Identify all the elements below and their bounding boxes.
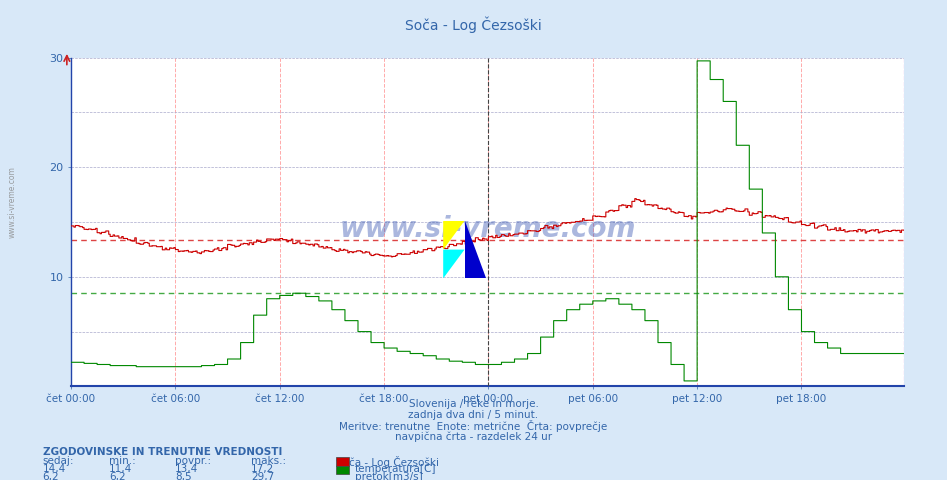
Text: www.si-vreme.com: www.si-vreme.com	[8, 166, 17, 238]
Text: 14,4: 14,4	[43, 464, 66, 474]
Text: Slovenija / reke in morje.: Slovenija / reke in morje.	[408, 399, 539, 409]
Polygon shape	[443, 250, 465, 278]
Text: 11,4: 11,4	[109, 464, 133, 474]
Text: pretok[m3/s]: pretok[m3/s]	[355, 472, 423, 480]
Text: zadnja dva dni / 5 minut.: zadnja dva dni / 5 minut.	[408, 410, 539, 420]
Text: navpična črta - razdelek 24 ur: navpična črta - razdelek 24 ur	[395, 431, 552, 442]
Text: 8,5: 8,5	[175, 472, 192, 480]
Polygon shape	[443, 221, 465, 250]
Text: ZGODOVINSKE IN TRENUTNE VREDNOSTI: ZGODOVINSKE IN TRENUTNE VREDNOSTI	[43, 447, 282, 457]
Text: 6,2: 6,2	[43, 472, 60, 480]
Text: maks.:: maks.:	[251, 456, 286, 466]
Text: temperatura[C]: temperatura[C]	[355, 464, 437, 474]
Polygon shape	[465, 221, 486, 278]
Text: Meritve: trenutne  Enote: metrične  Črta: povprečje: Meritve: trenutne Enote: metrične Črta: …	[339, 420, 608, 432]
Text: povpr.:: povpr.:	[175, 456, 211, 466]
Text: 29,7: 29,7	[251, 472, 275, 480]
Text: 13,4: 13,4	[175, 464, 199, 474]
Text: www.si-vreme.com: www.si-vreme.com	[339, 215, 636, 242]
Text: Soča - Log Čezsoški: Soča - Log Čezsoški	[405, 17, 542, 33]
Text: sedaj:: sedaj:	[43, 456, 74, 466]
Text: min.:: min.:	[109, 456, 135, 466]
Text: 6,2: 6,2	[109, 472, 126, 480]
Text: Soča - Log Čezsoški: Soča - Log Čezsoški	[336, 456, 439, 468]
Text: 17,2: 17,2	[251, 464, 275, 474]
